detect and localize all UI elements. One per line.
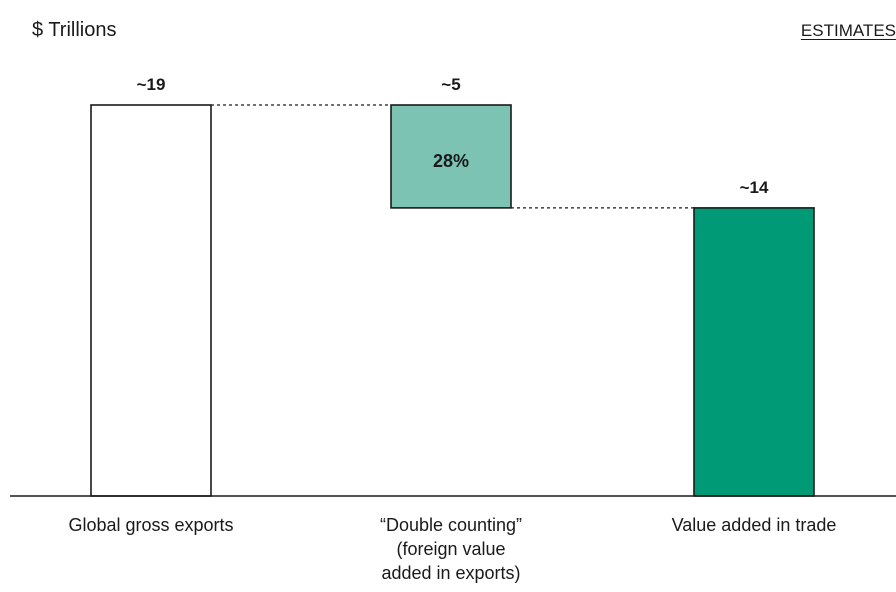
- category-label-2: “Double counting” (foreign value added in …: [380, 515, 522, 583]
- bar-2: [390, 104, 512, 209]
- category-label-3: Value added in trade: [672, 515, 837, 535]
- bar-inner-label-2: 28%: [433, 151, 469, 171]
- category-label-1: Global gross exports: [68, 515, 233, 535]
- estimates-badge: ESTIMATES: [800, 21, 896, 40]
- bar-3: [693, 207, 815, 497]
- bar-value-label-1: ~19: [137, 75, 166, 94]
- bar-1: [90, 104, 212, 497]
- bar-value-label-3: ~14: [740, 178, 769, 197]
- bar-value-label-2: ~5: [441, 75, 460, 94]
- unit-label: $ Trillions: [32, 19, 117, 41]
